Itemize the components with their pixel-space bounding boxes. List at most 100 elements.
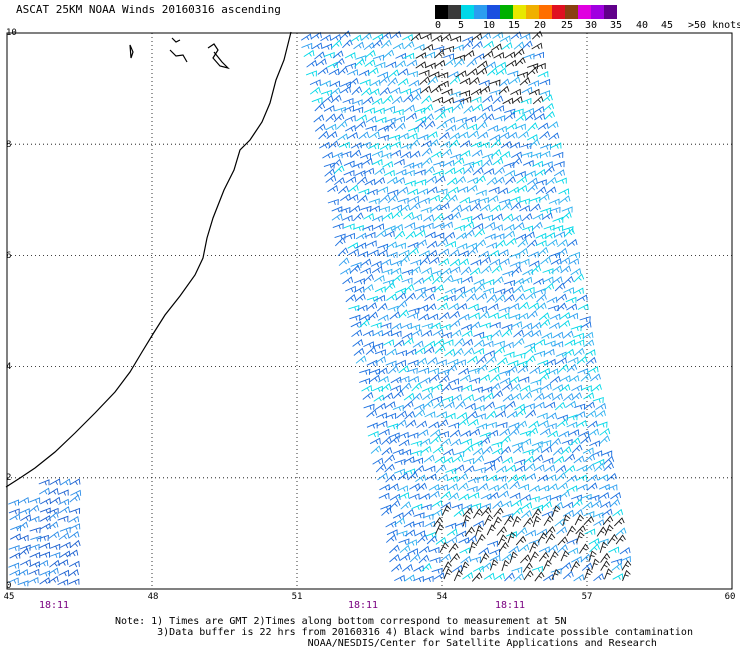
- wind-barb: [532, 504, 543, 511]
- wind-barb: [410, 93, 422, 103]
- wind-barb: [369, 79, 381, 87]
- wind-barb: [364, 178, 376, 186]
- wind-barb: [538, 312, 550, 321]
- wind-barb: [551, 265, 563, 274]
- wind-barb: [333, 113, 345, 123]
- wind-barb: [483, 40, 494, 49]
- wind-barb: [559, 375, 571, 382]
- wind-barb: [591, 558, 600, 570]
- wind-barb: [351, 329, 363, 338]
- wind-barb: [506, 531, 517, 538]
- wind-barb: [577, 368, 589, 375]
- wind-barb: [436, 188, 448, 195]
- wind-barb: [487, 195, 499, 203]
- wind-barb: [68, 515, 80, 523]
- wind-barb: [381, 39, 392, 49]
- wind-barb: [385, 360, 397, 367]
- wind-barb: [506, 131, 518, 140]
- x-tick-label: 51: [291, 592, 303, 602]
- wind-barb: [527, 122, 538, 132]
- legend-label: 20: [534, 20, 547, 31]
- legend-swatch: [500, 5, 513, 19]
- wind-barb: [530, 321, 542, 330]
- wind-barb: [496, 125, 507, 133]
- wind-barb: [439, 131, 450, 140]
- coastline: [5, 31, 292, 488]
- wind-barb: [588, 494, 600, 501]
- wind-barb: [373, 394, 385, 402]
- wind-barb: [525, 292, 537, 301]
- x-tick-label: 54: [436, 592, 448, 602]
- wind-barb: [536, 412, 548, 419]
- wind-barb: [390, 267, 402, 275]
- wind-barb: [459, 196, 471, 204]
- wind-barb: [495, 239, 506, 249]
- wind-barb: [424, 293, 436, 302]
- wind-barb: [473, 520, 484, 527]
- wind-barb: [446, 364, 458, 374]
- wind-barb: [536, 528, 548, 536]
- wind-barb: [323, 51, 335, 59]
- wind-barb: [421, 95, 432, 104]
- wind-barb: [473, 508, 483, 519]
- wind-barb: [594, 462, 605, 472]
- wind-barb: [439, 311, 450, 320]
- wind-barb: [407, 548, 419, 555]
- wind-barb: [489, 258, 501, 266]
- wind-barb: [552, 446, 564, 456]
- wind-barb: [548, 198, 560, 205]
- legend-swatch: [539, 5, 552, 19]
- wind-barb: [414, 229, 426, 238]
- wind-barb: [358, 131, 370, 140]
- wind-barb: [598, 492, 610, 500]
- wind-barb: [473, 331, 485, 338]
- map-title: ASCAT 25KM NOAA Winds 20160316 ascending: [16, 3, 281, 16]
- wind-barb: [404, 529, 416, 537]
- wind-barb: [487, 125, 499, 132]
- wind-barb: [584, 568, 593, 580]
- wind-barb: [374, 294, 386, 302]
- wind-barb: [440, 267, 452, 276]
- wind-barb: [332, 223, 344, 230]
- wind-barb: [350, 34, 362, 42]
- legend-label: 35: [610, 20, 623, 31]
- x-tick-label: 60: [724, 592, 736, 602]
- wind-barb: [546, 176, 557, 186]
- wind-barb: [533, 392, 545, 402]
- wind-barb: [47, 511, 59, 520]
- wind-barb: [413, 403, 425, 411]
- wind-barb: [528, 88, 540, 96]
- wind-barb: [386, 529, 398, 536]
- wind-barb: [440, 33, 452, 42]
- wind-barb: [377, 375, 389, 383]
- wind-barb: [437, 484, 449, 491]
- wind-barb: [451, 503, 463, 510]
- wind-barb: [378, 428, 390, 436]
- wind-barb: [531, 441, 543, 448]
- wind-barb: [380, 322, 392, 329]
- wind-barb: [448, 302, 460, 310]
- wind-barb: [514, 170, 526, 178]
- wind-barb: [535, 302, 547, 311]
- wind-barb: [468, 492, 480, 499]
- wind-barb: [519, 33, 531, 40]
- legend-label: 30: [585, 20, 598, 31]
- wind-barb: [496, 526, 507, 536]
- wind-barb: [406, 539, 418, 546]
- wind-barb: [562, 514, 571, 527]
- wind-barb: [478, 311, 490, 320]
- wind-barb: [413, 512, 425, 519]
- wind-barb: [345, 294, 357, 303]
- wind-barb: [497, 482, 509, 491]
- wind-barb: [556, 419, 568, 428]
- wind-barb: [326, 131, 338, 139]
- wind-barb: [385, 534, 397, 543]
- wind-barb: [403, 162, 415, 169]
- wind-barb: [417, 429, 429, 437]
- wind-barb: [382, 94, 394, 104]
- wind-barb: [489, 548, 501, 556]
- wind-barb: [381, 329, 393, 337]
- wind-barb: [585, 356, 597, 366]
- wind-barb: [355, 232, 367, 240]
- wind-barb: [422, 513, 434, 520]
